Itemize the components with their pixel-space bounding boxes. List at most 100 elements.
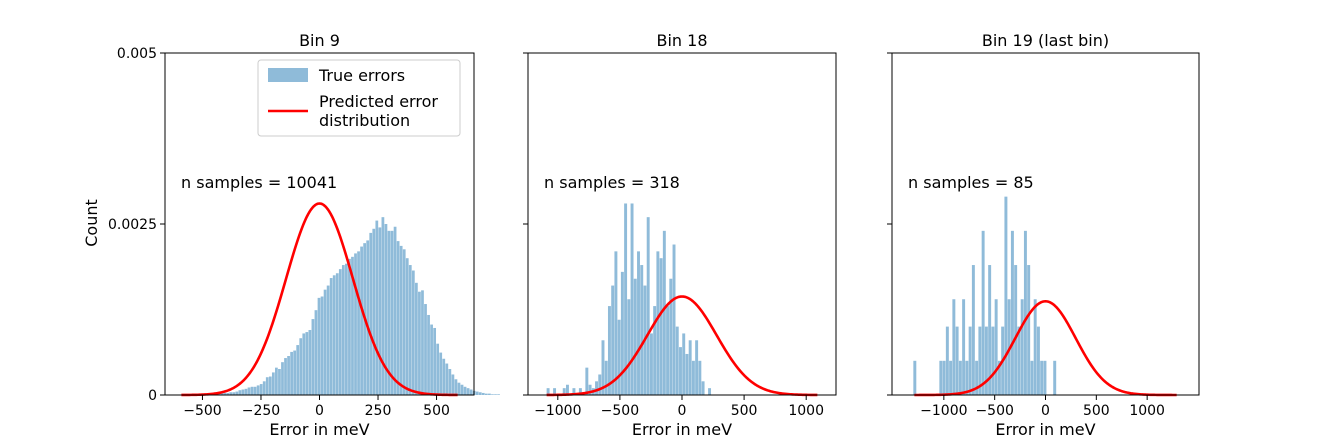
- histogram-bar: [991, 326, 995, 395]
- histogram-bar: [624, 203, 628, 395]
- x-tick-label: −500: [975, 403, 1013, 419]
- histogram-bar: [430, 324, 433, 395]
- histogram-bar: [488, 393, 491, 395]
- panel-3: Bin 19 (last bin) −1000 −500 0 500 1000 Error …: [887, 31, 1200, 439]
- panel-title: Bin 18: [656, 31, 707, 50]
- x-tick-label: −500: [601, 403, 639, 419]
- histogram-bar: [637, 251, 640, 395]
- panel-title: Bin 19 (last bin): [982, 31, 1109, 50]
- histogram-bar: [372, 228, 376, 395]
- x-tick-label: 0: [678, 403, 687, 419]
- histogram-bar: [354, 253, 357, 395]
- histogram-bar: [436, 343, 440, 395]
- histogram-bar: [378, 227, 382, 395]
- histogram-bar: [238, 390, 242, 395]
- histogram-bar: [633, 278, 637, 395]
- x-tick-label: 500: [423, 403, 450, 419]
- histogram-bar: [682, 333, 686, 395]
- histogram-bar: [630, 203, 634, 395]
- histogram-bar: [1030, 360, 1034, 395]
- histogram-bar: [701, 381, 705, 395]
- axes-frame: [527, 52, 837, 396]
- sample-count-annotation: n samples = 85: [908, 173, 1034, 192]
- histogram-bar: [408, 265, 412, 395]
- histogram-bar: [913, 360, 917, 395]
- histogram-bar: [611, 285, 615, 395]
- histogram-bar: [463, 386, 467, 395]
- legend-label-true-errors: True errors: [318, 66, 405, 85]
- histogram-bar: [981, 230, 985, 395]
- histogram-bar: [601, 340, 605, 395]
- histogram-bar: [265, 377, 269, 395]
- histogram-bar: [984, 326, 988, 395]
- histogram-bar: [614, 251, 618, 395]
- histogram-bar: [679, 347, 682, 395]
- histogram-bar: [585, 367, 589, 395]
- histogram-bar: [952, 299, 956, 395]
- histogram-bar: [381, 217, 385, 395]
- histogram-bar: [411, 270, 415, 395]
- predicted-curve: [546, 295, 818, 397]
- histogram-bar: [640, 265, 644, 395]
- histogram-bar: [335, 273, 339, 395]
- histogram-bar: [299, 338, 303, 395]
- histogram-bar: [338, 269, 342, 395]
- histogram-bar: [672, 244, 676, 395]
- histogram-bar: [290, 351, 293, 395]
- histogram-bar: [302, 333, 306, 395]
- histogram-bar: [275, 367, 278, 395]
- histogram-bar: [962, 299, 966, 395]
- histogram-bar: [595, 381, 598, 395]
- histogram-bar: [691, 360, 695, 395]
- x-tick-label: 250: [365, 403, 392, 419]
- histogram-bar: [259, 384, 263, 395]
- legend-swatch-histogram: [268, 68, 308, 82]
- histogram-bar: [278, 369, 281, 395]
- histogram-bar: [466, 388, 470, 395]
- histogram-bar: [226, 392, 230, 395]
- legend-label-predicted: Predicted error: [319, 92, 438, 111]
- histogram-bar: [971, 265, 975, 395]
- histogram-bar: [281, 362, 284, 395]
- histogram-bar: [405, 258, 409, 395]
- histogram-bar: [369, 232, 373, 395]
- histogram-bar: [481, 392, 485, 395]
- histogram-bar: [485, 393, 488, 395]
- histogram-bar: [296, 345, 300, 395]
- histogram-bar: [284, 358, 287, 395]
- x-tick-label: 0: [1041, 403, 1050, 419]
- histogram-bar: [955, 326, 959, 395]
- histogram-bar: [348, 258, 351, 395]
- histogram-bar: [546, 388, 550, 395]
- histogram-bar: [451, 374, 455, 395]
- histogram-bar: [598, 374, 602, 395]
- histogram-bar: [578, 388, 582, 395]
- histogram-bar: [439, 352, 443, 395]
- histogram-bar: [375, 220, 379, 395]
- histogram-bar: [256, 385, 260, 395]
- histogram-bar: [1027, 265, 1031, 395]
- histogram-bar: [287, 356, 290, 395]
- x-tick-label: 1000: [788, 403, 824, 419]
- histogram-bar: [396, 241, 400, 395]
- histogram-bar: [997, 360, 1001, 395]
- histogram-bar: [345, 263, 348, 395]
- histogram-bar: [293, 350, 297, 395]
- histogram-bar: [627, 299, 631, 395]
- histogram-bar: [399, 245, 403, 395]
- histogram-bar: [1053, 360, 1057, 395]
- histogram-bar: [244, 388, 248, 395]
- histogram-bars: [913, 196, 1057, 395]
- x-axis-label: Error in meV: [269, 420, 369, 439]
- histogram-bar: [659, 258, 663, 395]
- histogram-bar: [332, 275, 336, 395]
- histogram-bar: [688, 340, 692, 395]
- histogram-bar: [988, 265, 992, 395]
- histogram-bar: [384, 224, 388, 395]
- histogram-bar: [268, 376, 272, 395]
- histogram-bar: [478, 392, 482, 395]
- histogram-bar: [1033, 299, 1037, 395]
- y-tick-label: 0: [148, 388, 157, 404]
